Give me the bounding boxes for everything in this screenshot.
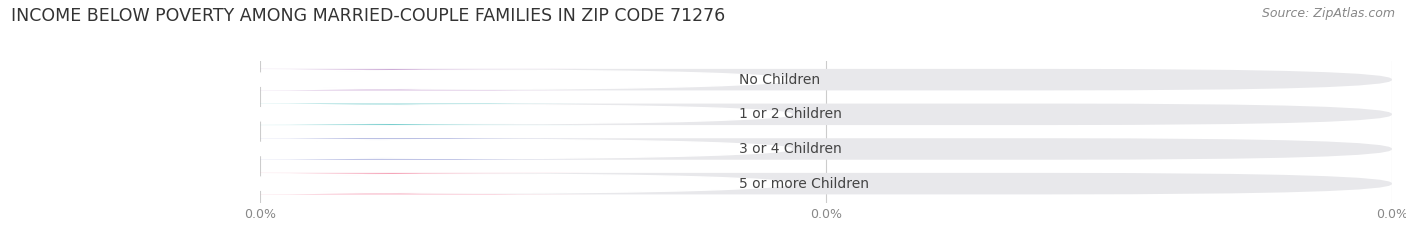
Text: 0.0%: 0.0% <box>503 108 540 121</box>
Text: 1 or 2 Children: 1 or 2 Children <box>738 107 842 121</box>
Text: No Children: No Children <box>738 73 820 87</box>
Text: 5 or more Children: 5 or more Children <box>738 177 869 191</box>
Text: 3 or 4 Children: 3 or 4 Children <box>738 142 841 156</box>
Circle shape <box>174 105 792 124</box>
Text: INCOME BELOW POVERTY AMONG MARRIED-COUPLE FAMILIES IN ZIP CODE 71276: INCOME BELOW POVERTY AMONG MARRIED-COUPL… <box>11 7 725 25</box>
Circle shape <box>174 70 792 89</box>
FancyBboxPatch shape <box>260 69 1392 90</box>
Text: Source: ZipAtlas.com: Source: ZipAtlas.com <box>1261 7 1395 20</box>
Text: 0.0%: 0.0% <box>503 73 540 86</box>
FancyBboxPatch shape <box>260 138 1392 160</box>
Text: 0.0%: 0.0% <box>503 177 540 190</box>
FancyBboxPatch shape <box>260 173 1392 194</box>
FancyBboxPatch shape <box>209 173 599 194</box>
Circle shape <box>174 140 792 158</box>
FancyBboxPatch shape <box>209 138 599 160</box>
Text: 0.0%: 0.0% <box>503 142 540 155</box>
FancyBboxPatch shape <box>209 103 599 125</box>
FancyBboxPatch shape <box>260 103 1392 125</box>
Circle shape <box>174 174 792 193</box>
FancyBboxPatch shape <box>209 69 599 90</box>
